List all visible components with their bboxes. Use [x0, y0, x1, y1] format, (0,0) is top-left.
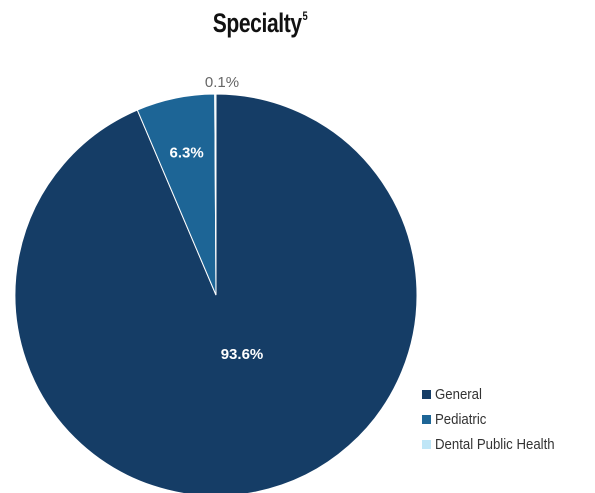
- data-label-dental-public-health: 0.1%: [205, 74, 239, 91]
- chart-legend: General Pediatric Dental Public Health: [422, 382, 571, 457]
- legend-swatch-dental-public-health: [422, 440, 431, 449]
- legend-label-general: General: [435, 386, 482, 403]
- data-label-general: 93.6%: [221, 346, 264, 363]
- legend-item-dental-public-health: Dental Public Health: [422, 432, 571, 457]
- legend-label-pediatric: Pediatric: [435, 411, 487, 428]
- chart-title: Specialty5: [57, 8, 463, 39]
- legend-item-pediatric: Pediatric: [422, 407, 571, 432]
- legend-item-general: General: [422, 382, 571, 407]
- chart-title-text: Specialty: [212, 8, 302, 38]
- pie-slice-dental-public-health: [214, 93, 217, 296]
- chart-title-footnote: 5: [302, 9, 308, 23]
- legend-swatch-general: [422, 390, 431, 399]
- pie-slice-general: [14, 93, 418, 493]
- data-label-pediatric: 6.3%: [170, 144, 204, 161]
- legend-swatch-pediatric: [422, 415, 431, 424]
- legend-label-dental-public-health: Dental Public Health: [435, 436, 555, 453]
